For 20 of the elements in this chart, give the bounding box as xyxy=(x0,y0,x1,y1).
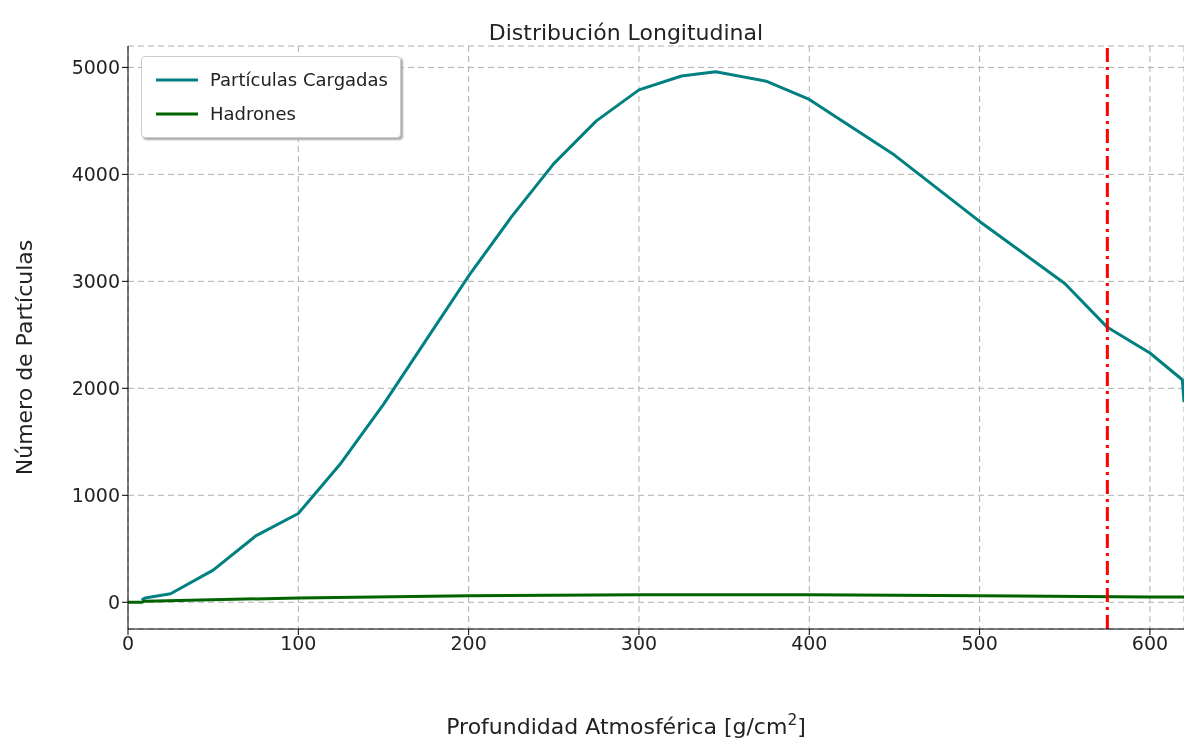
x-tick-label: 0 xyxy=(121,632,135,655)
x-axis-title: Profundidad Atmosférica [g/cm$^{2}$] xyxy=(446,711,806,739)
y-axis-title: Número de Partículas xyxy=(12,239,37,476)
line-series xyxy=(140,70,1184,602)
y-tick-label: 5000 xyxy=(71,56,120,79)
y-tick-label: 2000 xyxy=(71,377,120,400)
x-tick-label: 200 xyxy=(450,632,487,655)
y-tick-label: 1000 xyxy=(71,484,120,507)
y-tick-label: 0 xyxy=(107,591,120,613)
x-tick-label: 100 xyxy=(280,632,317,655)
y-tick-label: 3000 xyxy=(71,270,120,293)
line-series xyxy=(128,593,1184,604)
x-tick-label: 600 xyxy=(1131,632,1169,655)
x-tick-label: 500 xyxy=(961,632,998,655)
y-tick-label: 4000 xyxy=(71,163,120,186)
legend-label: Partículas Cargadas xyxy=(210,68,388,92)
x-tick-label: 300 xyxy=(620,632,658,655)
legend-label: Hadrones xyxy=(210,102,296,126)
x-tick-label: 400 xyxy=(791,632,828,655)
chart-title: Distribución Longitudinal xyxy=(488,20,764,45)
